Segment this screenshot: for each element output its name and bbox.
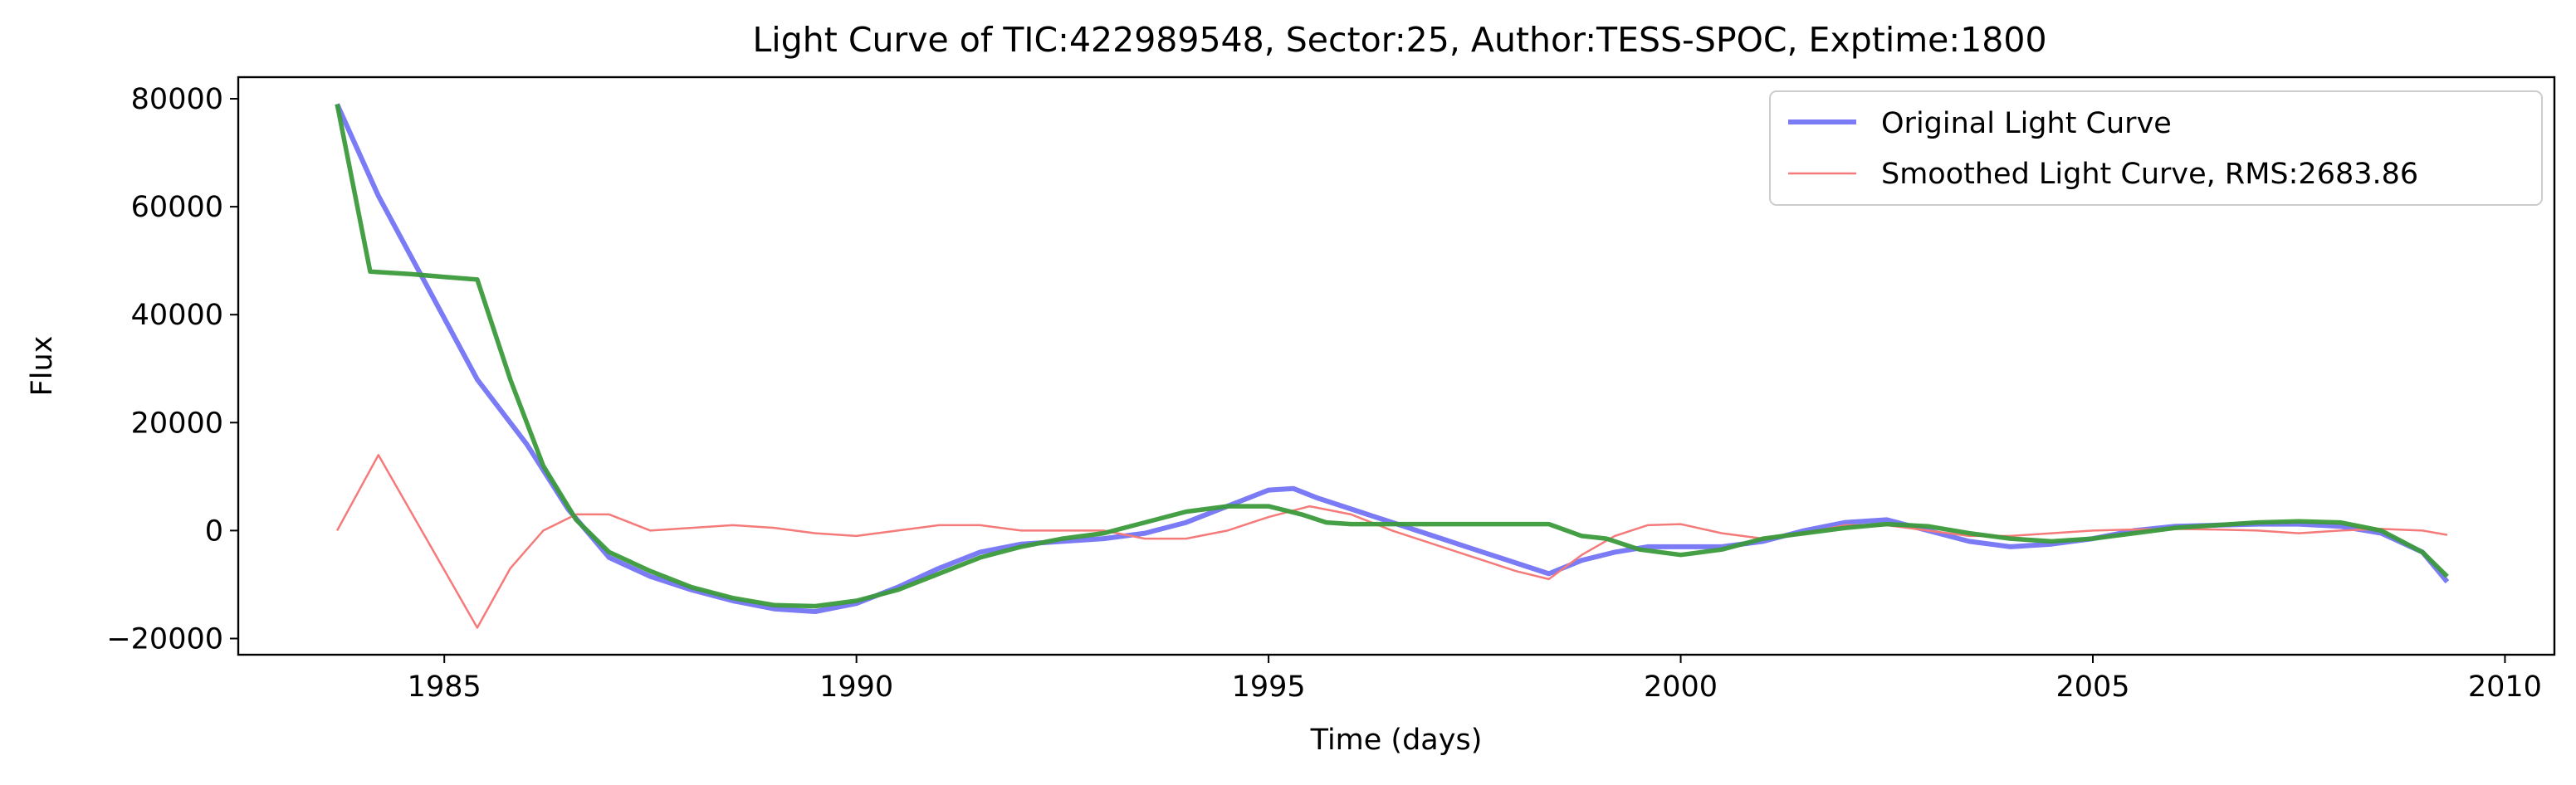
x-tick-label: 2000 — [1644, 670, 1718, 704]
x-tick-label: 1985 — [408, 670, 481, 704]
x-tick-label: 2005 — [2055, 670, 2129, 704]
x-axis-label: Time (days) — [1310, 724, 1483, 757]
x-axis: 1985 1990 1995 2000 2005 2010 — [408, 655, 2542, 704]
legend-box — [1769, 90, 2543, 206]
series-model-line — [335, 103, 2449, 609]
y-axis: −20000 0 20000 40000 60000 80000 — [106, 83, 238, 656]
y-tick-label: −20000 — [106, 622, 223, 656]
series-smoothed-line — [336, 454, 2448, 629]
y-tick-label: 60000 — [131, 191, 223, 224]
chart-title: Light Curve of TIC:422989548, Sector:25,… — [752, 20, 2046, 60]
y-tick-label: 80000 — [131, 83, 223, 116]
legend-label-smoothed: Smoothed Light Curve, RMS:2683.86 — [1881, 158, 2418, 191]
y-axis-label: Flux — [26, 336, 59, 397]
y-tick-label: 20000 — [131, 407, 223, 440]
series-layer — [335, 103, 2450, 629]
y-tick-label: 0 — [205, 514, 223, 548]
x-tick-label: 1990 — [819, 670, 893, 704]
x-tick-label: 1995 — [1232, 670, 1306, 704]
legend-label-original: Original Light Curve — [1881, 107, 2172, 140]
y-tick-label: 40000 — [131, 299, 223, 332]
legend: Original Light Curve Smoothed Light Curv… — [1769, 90, 2543, 206]
x-tick-label: 2010 — [2468, 670, 2542, 704]
plot-frame — [237, 76, 2556, 656]
